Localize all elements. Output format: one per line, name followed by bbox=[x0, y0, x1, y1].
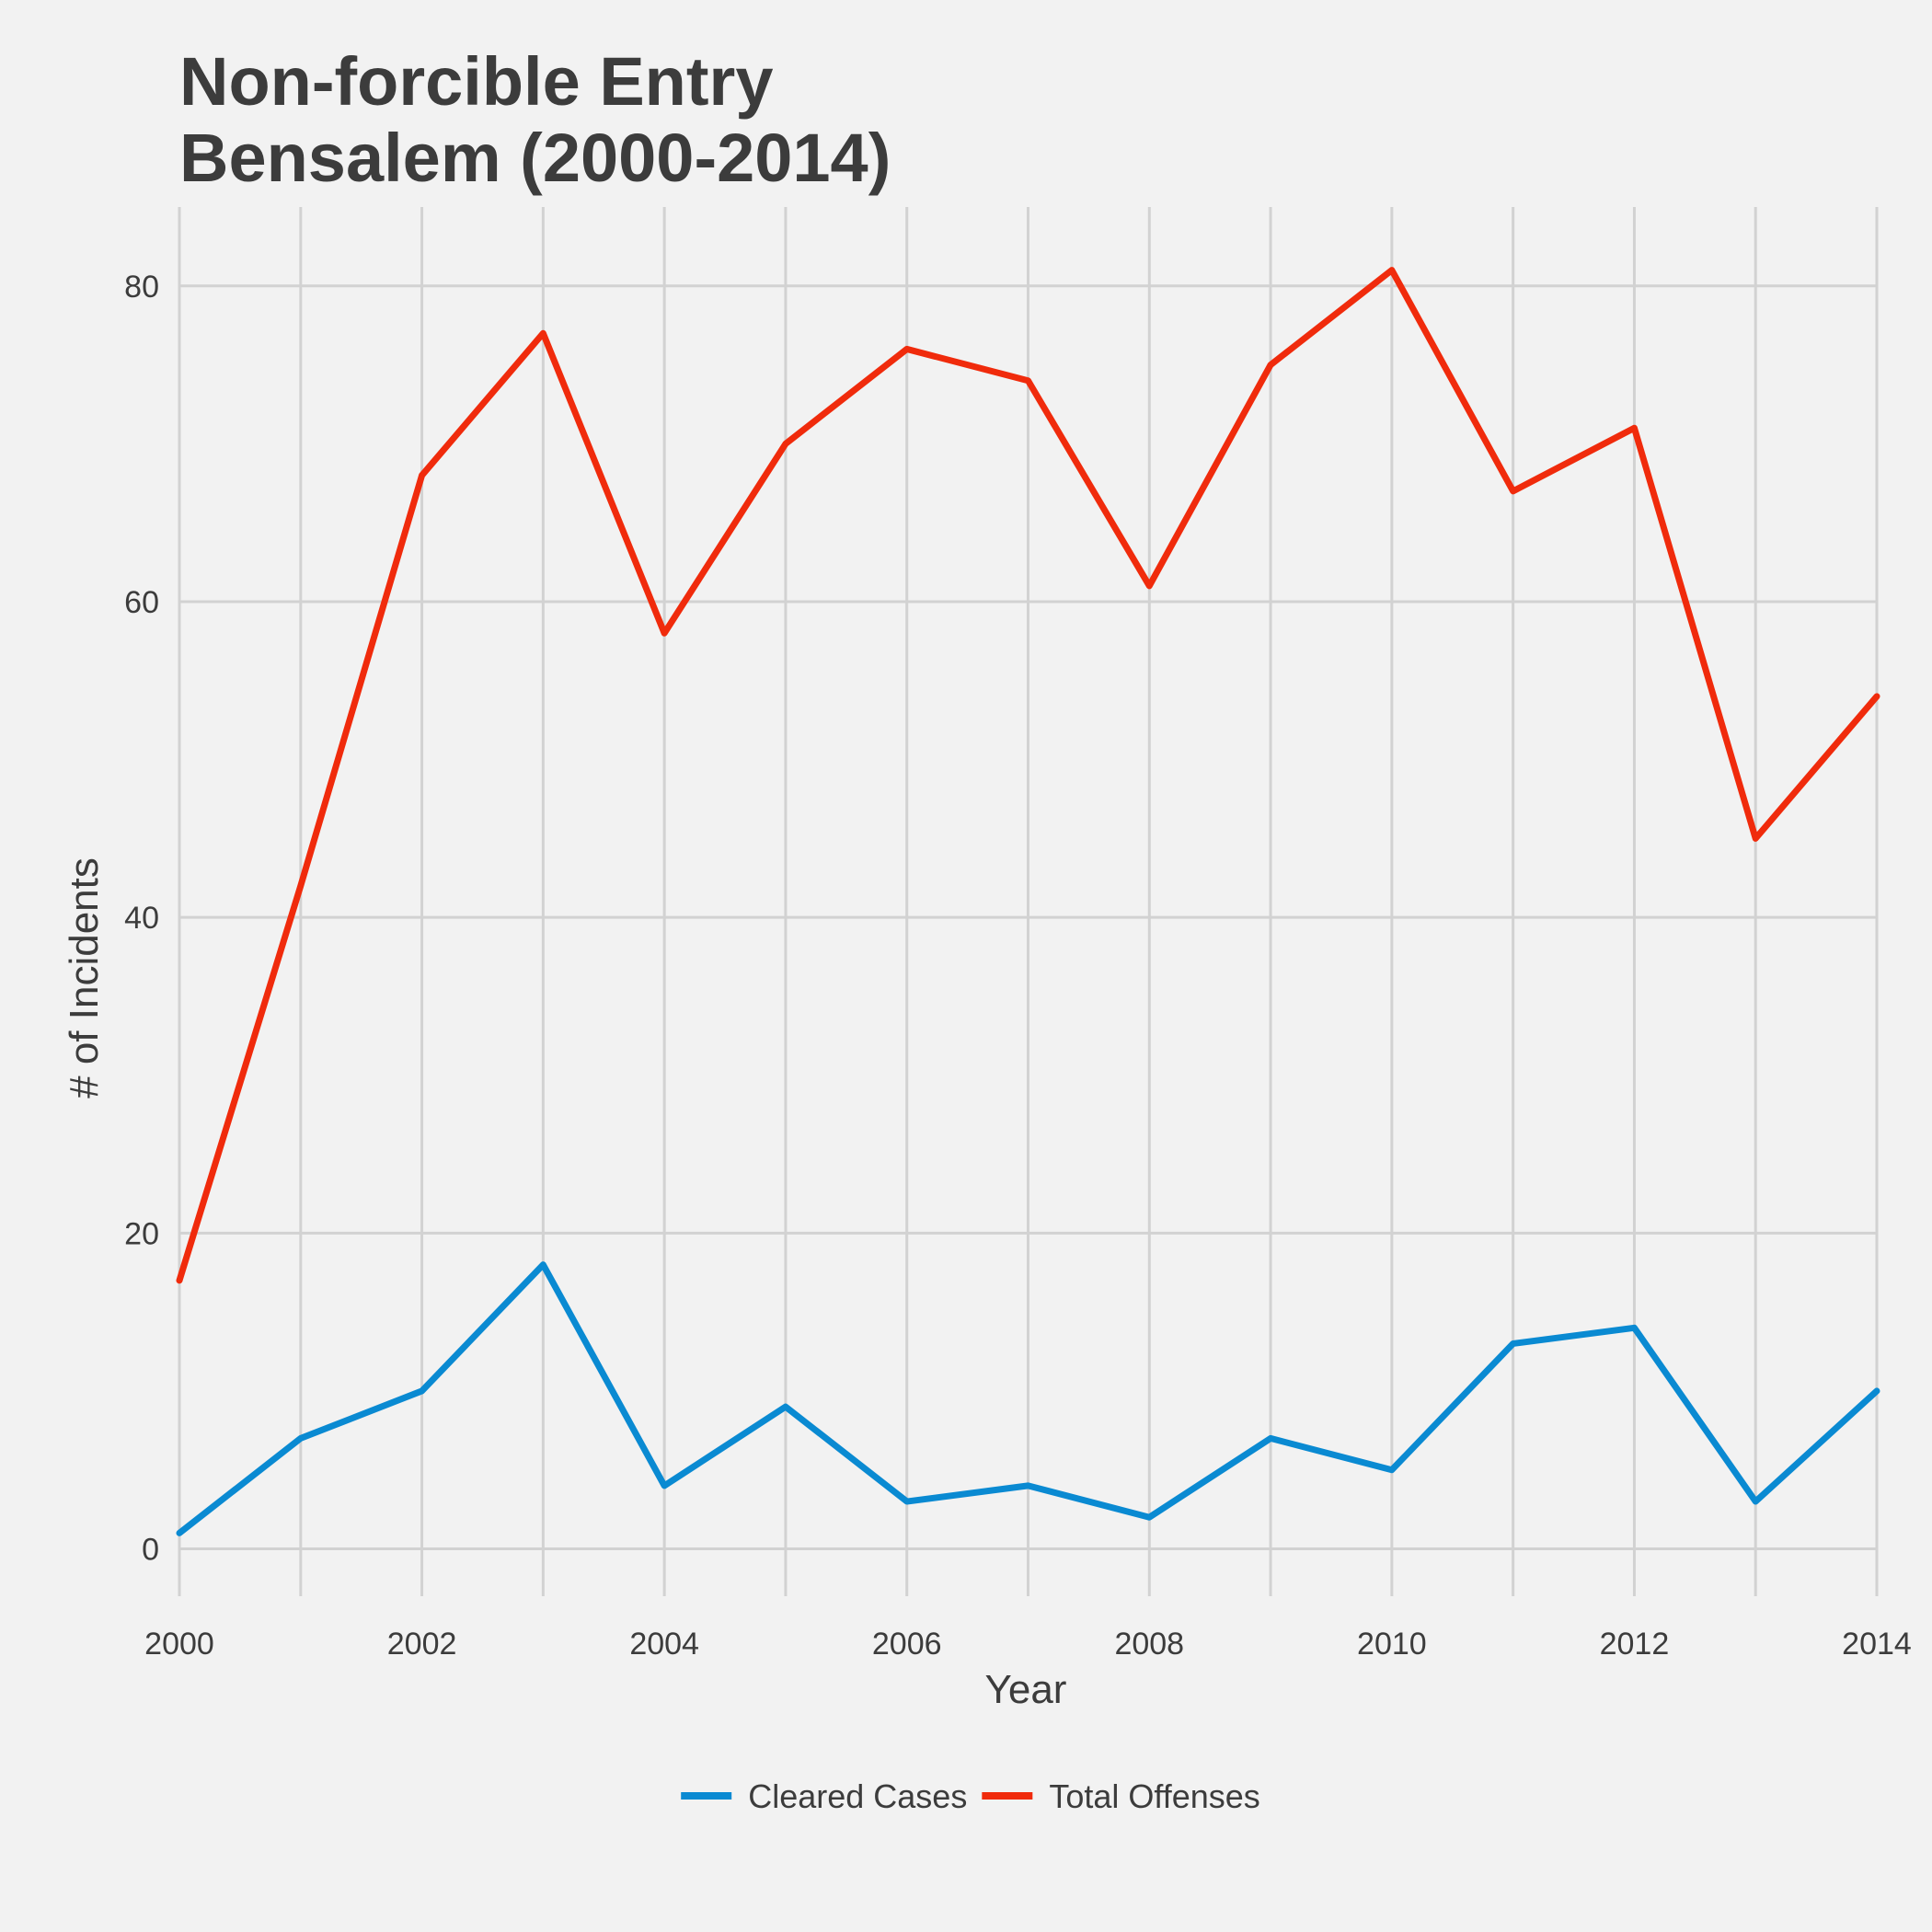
y-tick-label: 0 bbox=[142, 1533, 159, 1568]
chart-title-line-1: Non-forcible Entry bbox=[179, 43, 773, 120]
legend-item: Cleared Cases bbox=[681, 1777, 967, 1815]
y-tick-label: 60 bbox=[124, 585, 159, 620]
y-tick-label: 40 bbox=[124, 901, 159, 936]
x-tick-label: 2002 bbox=[387, 1627, 457, 1662]
y-axis-title: # of Incidents bbox=[62, 857, 107, 1098]
x-tick-label: 2000 bbox=[144, 1627, 214, 1662]
y-tick-label: 20 bbox=[124, 1216, 159, 1251]
x-tick-label: 2006 bbox=[872, 1627, 942, 1662]
x-tick-label: 2012 bbox=[1600, 1627, 1670, 1662]
y-axis-ticks: 0 20 40 60 80 bbox=[124, 270, 159, 1568]
x-tick-label: 2010 bbox=[1357, 1627, 1427, 1662]
x-tick-label: 2008 bbox=[1114, 1627, 1184, 1662]
chart-title-line-2: Bensalem (2000-2014) bbox=[179, 120, 891, 196]
x-tick-label: 2004 bbox=[629, 1627, 699, 1662]
x-axis-ticks: 2000 2002 2004 2006 2008 2010 2012 2014 bbox=[144, 1627, 1912, 1662]
series-line-total-offenses bbox=[176, 267, 1880, 1284]
x-axis-title: Year bbox=[985, 1667, 1067, 1712]
legend-label: Cleared Cases bbox=[748, 1777, 967, 1815]
x-tick-label: 2014 bbox=[1842, 1627, 1912, 1662]
y-tick-label: 80 bbox=[124, 270, 159, 305]
series-line-cleared-cases bbox=[176, 1261, 1880, 1536]
series bbox=[176, 267, 1880, 1536]
legend-item: Total Offenses bbox=[982, 1777, 1260, 1815]
legend: Cleared Cases Total Offenses bbox=[681, 1777, 1260, 1815]
grid bbox=[178, 207, 1879, 1596]
legend-label: Total Offenses bbox=[1049, 1777, 1259, 1815]
